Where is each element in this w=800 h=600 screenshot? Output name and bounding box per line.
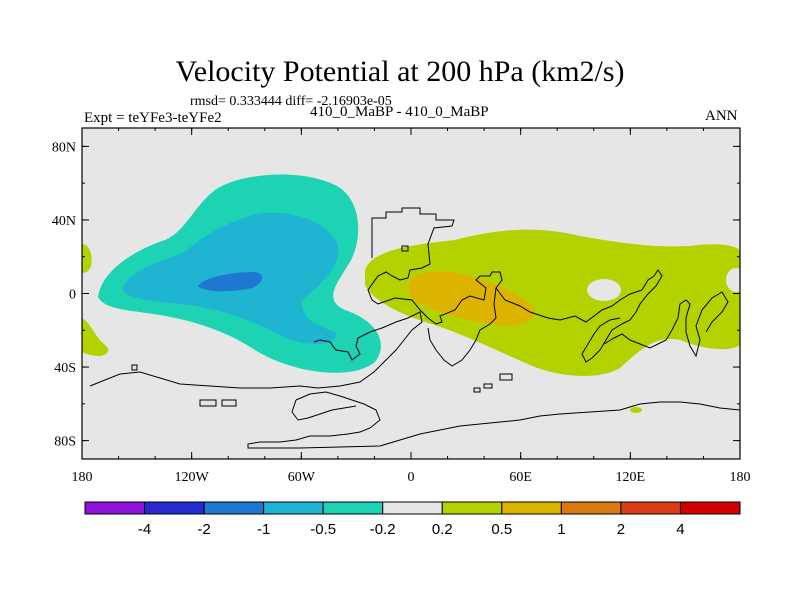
island-7 xyxy=(221,399,237,407)
x-tick-label: 60E xyxy=(509,470,532,485)
neutral-hole-dateline xyxy=(726,268,740,292)
colorbar-swatch xyxy=(84,501,146,515)
coastline-antarctica xyxy=(247,391,740,449)
coastline-asia xyxy=(495,269,663,363)
island-2 xyxy=(131,364,138,371)
island-4 xyxy=(499,373,513,381)
x-tick-label: 60W xyxy=(288,470,316,485)
colorbar-swatch xyxy=(501,501,562,515)
rmsd-diff-stats: rmsd= 0.333444 diff= -2.16903e-05 xyxy=(190,94,392,109)
colorbar-label: -0.2 xyxy=(370,521,396,538)
y-tick-label: 0 xyxy=(69,288,76,303)
positive-spot-southern-ocean xyxy=(630,407,642,413)
coastline-africa-europe xyxy=(367,207,503,367)
colorbar-label: 1 xyxy=(557,521,565,538)
colorbar-swatch xyxy=(560,501,622,515)
island-5 xyxy=(483,383,493,389)
colorbar-swatch xyxy=(263,501,324,515)
colorbar-label: -0.5 xyxy=(310,521,336,538)
x-tick-label: 120E xyxy=(616,470,646,485)
case-label: 410_0_MaBP - 410_0_MaBP xyxy=(310,104,489,120)
colorbar-label: 4 xyxy=(676,521,684,538)
contour-fields xyxy=(82,174,740,449)
coastline-americas xyxy=(89,311,423,389)
x-tick-label: 0 xyxy=(408,470,415,485)
island-1 xyxy=(401,245,409,252)
colorbar-label: -2 xyxy=(197,521,210,538)
coastline-australia xyxy=(603,291,729,358)
colorbar-label: -4 xyxy=(138,521,151,538)
island-6 xyxy=(199,399,217,407)
y-tick-label: 40N xyxy=(52,214,76,229)
coastline-antarctic-peninsula xyxy=(291,399,357,421)
colorbar-swatch xyxy=(679,501,741,515)
colorbar-swatch xyxy=(620,501,681,515)
colorbar-label: 0.2 xyxy=(432,521,453,538)
season-label: ANN xyxy=(705,108,738,124)
x-tick-label: 120W xyxy=(175,470,210,485)
x-tick-label: 180 xyxy=(72,470,93,485)
region-eastern-hemisphere-positive-core xyxy=(408,271,536,326)
neutral-hole-east-pacific xyxy=(587,279,621,301)
region-dateline-positive-strip xyxy=(82,244,109,356)
colorbar-swatch xyxy=(382,501,443,515)
colorbar-swatch xyxy=(441,501,503,515)
colorbar-label: 0.5 xyxy=(491,521,512,538)
y-tick-label: 80S xyxy=(54,435,76,450)
x-tick-label: 180 xyxy=(730,470,751,485)
colorbar-label: 2 xyxy=(617,521,625,538)
colorbar-swatch xyxy=(322,501,384,515)
region-western-hemisphere-negative-core xyxy=(198,272,263,292)
region-eastern-hemisphere-positive-outer xyxy=(365,229,740,376)
experiment-label: Expt = teYFe3-teYFe2 xyxy=(84,110,222,126)
island-3 xyxy=(473,387,481,393)
colorbar-swatch xyxy=(144,501,205,515)
colorbar: -4 -2 -1 -0.5 -0.2 0.2 0.5 1 2 4 xyxy=(84,501,741,538)
y-tick-label: 40S xyxy=(54,361,76,376)
colorbar-label: -1 xyxy=(257,521,270,538)
colorbar-swatch xyxy=(203,501,265,515)
axes: 180 120W 60W 0 60E 120E 180 80N 40N 0 40S 80S xyxy=(52,128,751,485)
coastlines xyxy=(89,207,740,449)
chart-title: Velocity Potential at 200 hPa (km2/s) xyxy=(175,55,625,88)
y-tick-label: 80N xyxy=(52,140,76,155)
